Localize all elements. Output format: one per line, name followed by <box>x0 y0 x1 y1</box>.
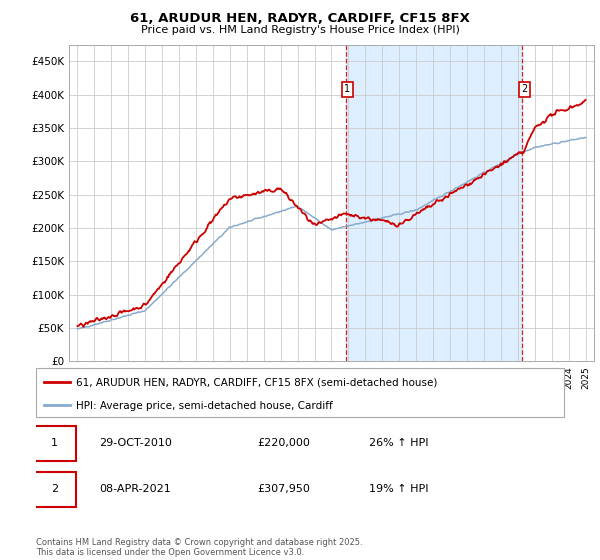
Text: 2: 2 <box>51 484 58 494</box>
Text: 1: 1 <box>51 438 58 448</box>
Text: £307,950: £307,950 <box>258 484 311 494</box>
Text: HPI: Average price, semi-detached house, Cardiff: HPI: Average price, semi-detached house,… <box>76 401 332 411</box>
Text: 29-OCT-2010: 29-OCT-2010 <box>100 438 172 448</box>
Text: 08-APR-2021: 08-APR-2021 <box>100 484 171 494</box>
Text: 1: 1 <box>344 85 350 95</box>
Text: 26% ↑ HPI: 26% ↑ HPI <box>368 438 428 448</box>
Text: 19% ↑ HPI: 19% ↑ HPI <box>368 484 428 494</box>
Text: 2: 2 <box>521 85 527 95</box>
Text: £220,000: £220,000 <box>258 438 311 448</box>
Bar <box>346 45 523 361</box>
FancyBboxPatch shape <box>34 426 76 461</box>
Text: Price paid vs. HM Land Registry's House Price Index (HPI): Price paid vs. HM Land Registry's House … <box>140 25 460 35</box>
Text: 61, ARUDUR HEN, RADYR, CARDIFF, CF15 8FX (semi-detached house): 61, ARUDUR HEN, RADYR, CARDIFF, CF15 8FX… <box>76 377 437 388</box>
FancyBboxPatch shape <box>36 368 564 417</box>
FancyBboxPatch shape <box>34 472 76 507</box>
Text: 61, ARUDUR HEN, RADYR, CARDIFF, CF15 8FX: 61, ARUDUR HEN, RADYR, CARDIFF, CF15 8FX <box>130 12 470 25</box>
Text: Contains HM Land Registry data © Crown copyright and database right 2025.
This d: Contains HM Land Registry data © Crown c… <box>36 538 362 557</box>
